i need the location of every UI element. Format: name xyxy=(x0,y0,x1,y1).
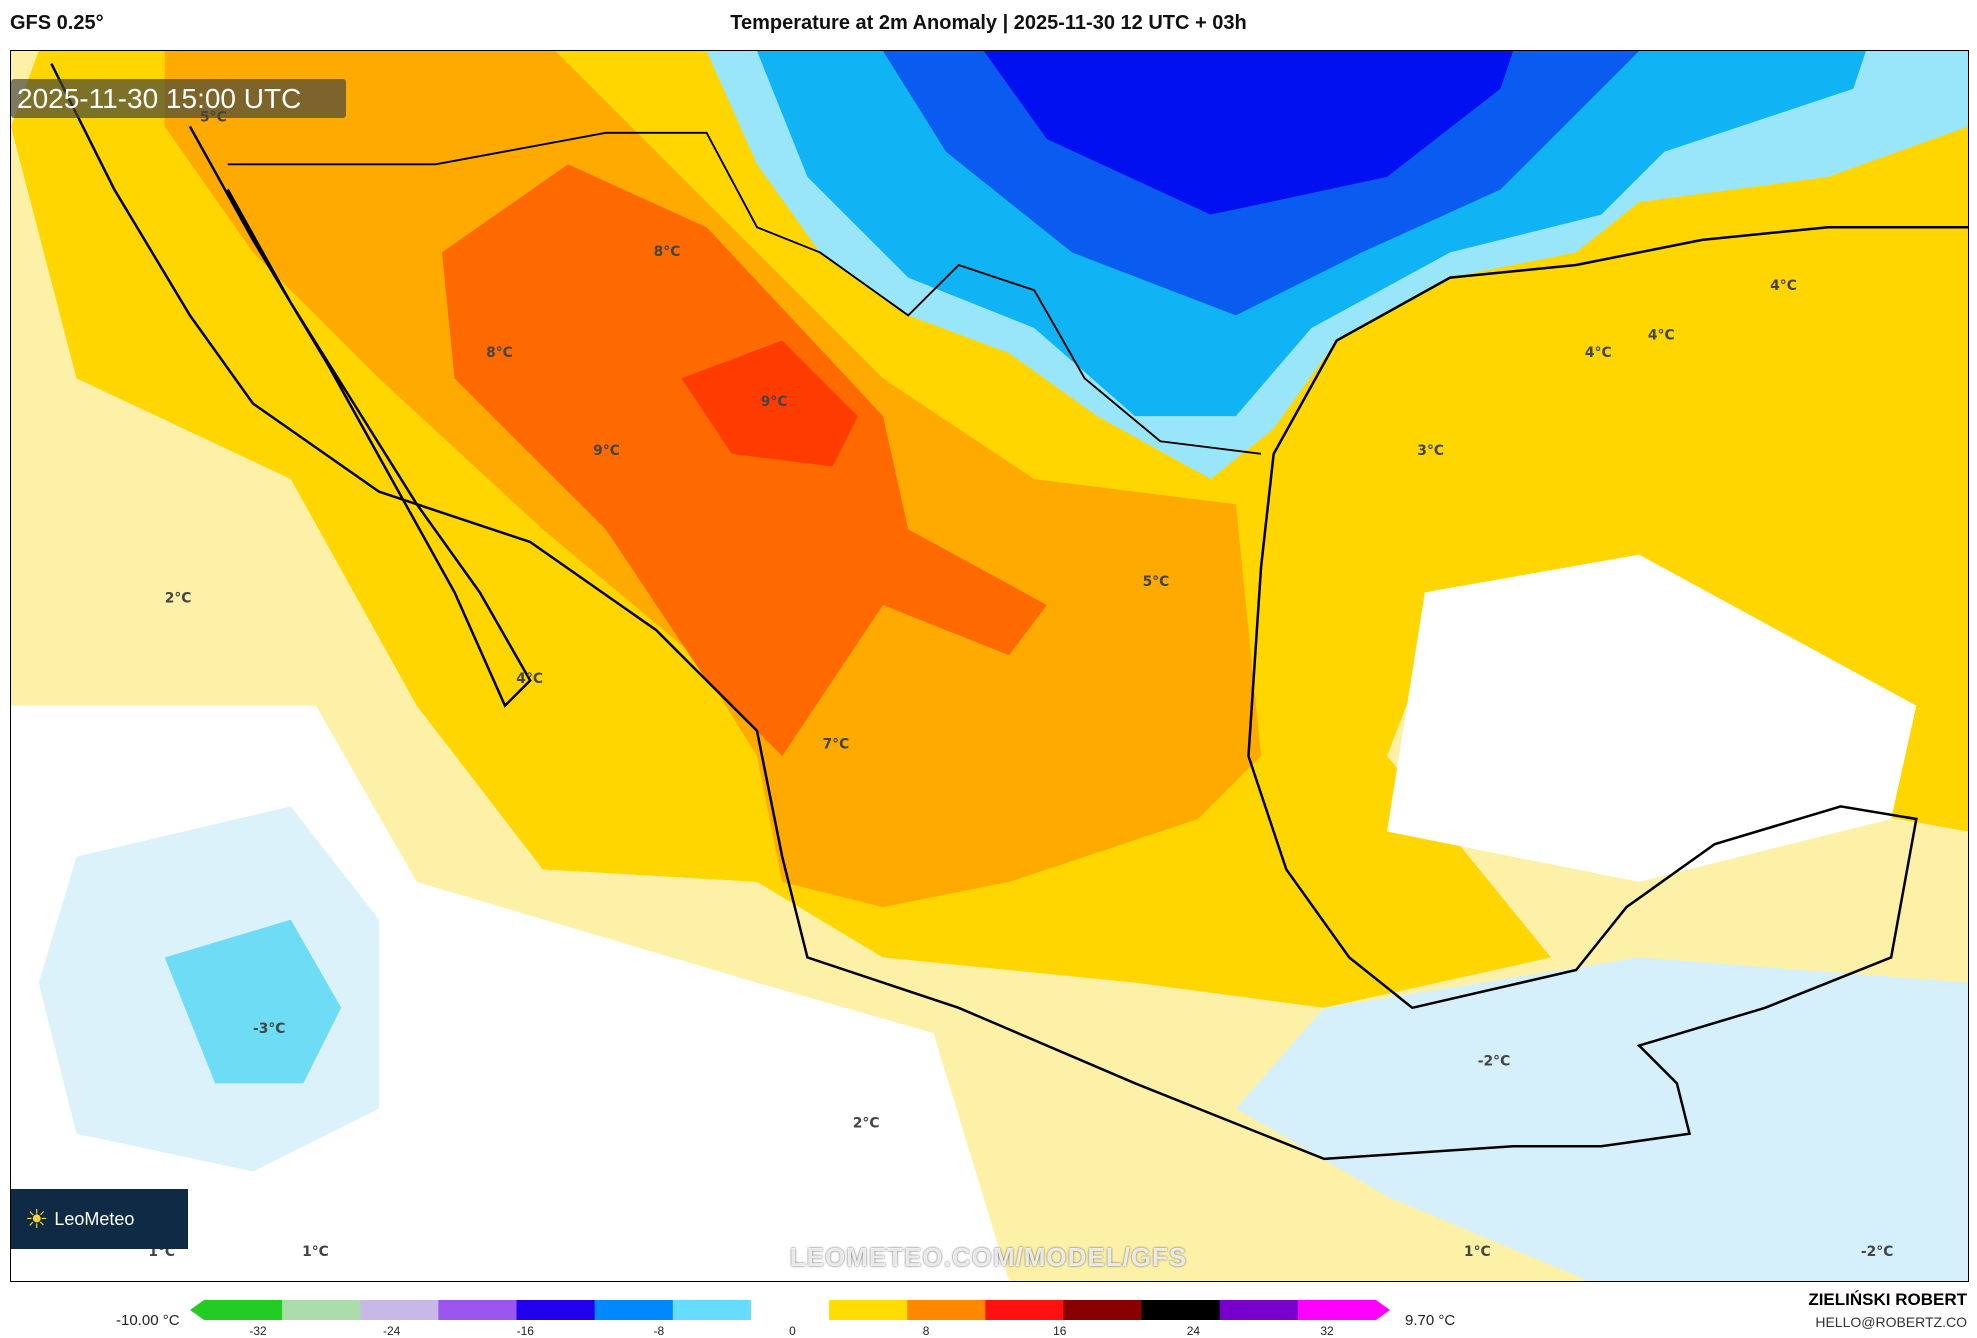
colorbar-min-label: -10.00 °C xyxy=(116,1312,180,1329)
pacific-cold-core xyxy=(164,919,342,1084)
author-block: ZIELIŃSKI ROBERT HELLO@ROBERTZ.CO xyxy=(1808,1290,1967,1330)
map-title: Temperature at 2m Anomaly | 2025-11-30 1… xyxy=(730,12,1247,34)
contour-label: -2°C xyxy=(1861,1244,1893,1260)
colorbar-segment xyxy=(438,1300,518,1320)
colorbar-tick-label: 0 xyxy=(789,1324,796,1338)
hot-core xyxy=(681,340,858,467)
colorbar-segment xyxy=(1297,1300,1377,1320)
colorbar-segment xyxy=(750,1300,830,1320)
model-name: GFS 0.25° xyxy=(10,12,104,34)
colorbar-min-arrow xyxy=(190,1300,204,1320)
logo-text: LeoMeteo xyxy=(54,1208,135,1229)
central-america-cool xyxy=(1235,957,1968,1281)
colorbar-segment xyxy=(907,1300,986,1320)
leometeo-logo[interactable]: ☀ LeoMeteo xyxy=(11,1189,188,1249)
colorbar-segment xyxy=(1141,1300,1221,1320)
contour-label: 9°C xyxy=(593,443,620,459)
colorbar-segment xyxy=(1063,1300,1143,1320)
baja-coastline xyxy=(188,125,532,708)
colorbar-max-arrow xyxy=(1376,1300,1390,1320)
gulf-neutral-region xyxy=(1387,554,1917,882)
valid-time-badge: 2025-11-30 15:00 UTC xyxy=(11,79,346,118)
red-orange-core xyxy=(441,164,1047,757)
contour-label: 4°C xyxy=(516,671,543,687)
contour-label: 2°C xyxy=(853,1115,880,1131)
colorbar-tick-label: -32 xyxy=(249,1324,267,1338)
colorbar xyxy=(190,1300,1390,1320)
colorbar-segment xyxy=(360,1300,439,1320)
contour-label: -2°C xyxy=(1478,1054,1510,1070)
contour-label: 5°C xyxy=(1143,574,1170,590)
author-name: ZIELIŃSKI ROBERT xyxy=(1808,1290,1967,1309)
contour-label: 7°C xyxy=(823,736,850,752)
colorbar-tick-label: 32 xyxy=(1320,1324,1334,1338)
contour-label: 8°C xyxy=(486,345,513,361)
contour-label: 3°C xyxy=(1417,443,1444,459)
contour-label: 9°C xyxy=(761,394,788,410)
author-email: HELLO@ROBERTZ.CO xyxy=(1815,1314,1967,1330)
sun-icon: ☀ xyxy=(25,1203,49,1234)
coastline xyxy=(50,63,1968,1161)
contour-label: 8°C xyxy=(654,244,681,260)
contour-label: 2°C xyxy=(165,590,192,606)
colorbar-segment xyxy=(1219,1300,1299,1320)
colorbar-max-label: 9.70 °C xyxy=(1405,1312,1456,1329)
colorbar-segment xyxy=(594,1300,674,1320)
contour-label: 1°C xyxy=(302,1244,329,1260)
contour-label: -3°C xyxy=(253,1021,285,1037)
colorbar-segment xyxy=(282,1300,361,1320)
colorbar-tick-label: 8 xyxy=(922,1324,930,1338)
colorbar-segment xyxy=(985,1300,1064,1320)
colorbar-tick-label: -24 xyxy=(382,1324,401,1338)
contour-label: 4°C xyxy=(1648,327,1675,343)
colorbar-segment xyxy=(829,1300,908,1320)
watermark: LEOMETEO.COM/MODEL/GFS xyxy=(789,1242,1188,1272)
colorbar-tick-label: -16 xyxy=(516,1324,534,1338)
colorbar-tick-label: 24 xyxy=(1186,1324,1201,1338)
colorbar-segment xyxy=(204,1300,283,1320)
anomaly-map[interactable]: 5°C8°C8°C9°C9°C2°C4°C7°C5°C3°C4°C4°C4°C-… xyxy=(10,50,1969,1282)
contour-label: 4°C xyxy=(1770,278,1797,294)
border-line xyxy=(227,131,1262,455)
colorbar-segment xyxy=(672,1300,752,1320)
colorbar-tick-label: 16 xyxy=(1053,1324,1067,1338)
deepest-cold-core xyxy=(983,51,1514,215)
colorbar-segment xyxy=(516,1300,596,1320)
map-canvas: 5°C8°C8°C9°C9°C2°C4°C7°C5°C3°C4°C4°C4°C-… xyxy=(11,51,1968,1281)
contour-label: 1°C xyxy=(1464,1244,1491,1260)
colorbar-tick-label: -8 xyxy=(653,1324,665,1338)
contour-label: 4°C xyxy=(1585,345,1612,361)
